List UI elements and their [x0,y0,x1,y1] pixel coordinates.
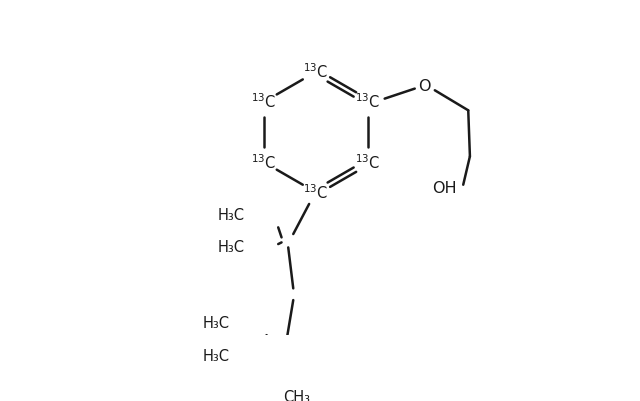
Text: $^{13}$C: $^{13}$C [355,153,381,172]
Text: O: O [419,79,431,94]
Text: $^{13}$C: $^{13}$C [251,93,276,111]
Text: $^{13}$C: $^{13}$C [303,63,328,81]
Text: $^{13}$C: $^{13}$C [355,93,381,111]
Text: $^{13}$C: $^{13}$C [303,183,328,202]
Text: OH: OH [433,180,457,196]
Text: CH₃: CH₃ [283,390,310,401]
Text: H₃C: H₃C [203,349,230,365]
Text: H₃C: H₃C [218,240,244,255]
Text: $^{13}$C: $^{13}$C [251,153,276,172]
Text: H₃C: H₃C [218,208,244,223]
Text: H₃C: H₃C [203,316,230,331]
